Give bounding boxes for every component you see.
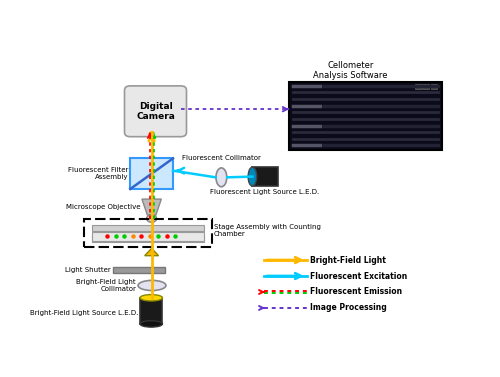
Text: Fluorescent Emission: Fluorescent Emission	[310, 288, 402, 296]
Bar	[113, 267, 165, 273]
Ellipse shape	[140, 294, 162, 301]
Text: Microscope Objective: Microscope Objective	[66, 204, 140, 210]
Text: Image Processing: Image Processing	[310, 303, 387, 313]
Text: Stage Assembly with Counting
Chamber: Stage Assembly with Counting Chamber	[214, 224, 320, 237]
Bar	[415, 84, 422, 89]
Bar	[140, 298, 162, 324]
Text: Digital
Camera: Digital Camera	[136, 101, 175, 121]
Bar	[430, 84, 437, 89]
Ellipse shape	[216, 168, 227, 187]
Ellipse shape	[140, 321, 162, 327]
Text: Cellometer
Analysis Software: Cellometer Analysis Software	[313, 61, 388, 80]
Text: Bright-Field Light: Bright-Field Light	[310, 256, 386, 265]
FancyBboxPatch shape	[124, 86, 186, 137]
Ellipse shape	[248, 167, 256, 186]
Bar	[252, 167, 278, 186]
Bar	[289, 81, 442, 150]
Polygon shape	[142, 199, 162, 215]
Bar	[92, 225, 204, 231]
Circle shape	[146, 215, 156, 222]
Text: Fluorescent Light Source L.E.D.: Fluorescent Light Source L.E.D.	[210, 189, 320, 195]
Bar	[92, 235, 204, 242]
Polygon shape	[144, 248, 158, 256]
Text: Fluorescent Excitation: Fluorescent Excitation	[310, 271, 408, 280]
Text: Bright-Field Light
Collimator: Bright-Field Light Collimator	[76, 279, 136, 292]
Bar	[130, 158, 173, 189]
Ellipse shape	[138, 280, 166, 291]
Text: Bright-Field Light Source L.E.D.: Bright-Field Light Source L.E.D.	[30, 311, 138, 316]
Text: Fluorescent Collimator: Fluorescent Collimator	[182, 155, 261, 161]
Text: Light Shutter: Light Shutter	[65, 267, 111, 273]
Text: Fluorescent Filter
Assembly: Fluorescent Filter Assembly	[68, 167, 128, 180]
Bar	[84, 219, 212, 247]
Bar	[92, 232, 204, 241]
Bar	[423, 84, 430, 89]
